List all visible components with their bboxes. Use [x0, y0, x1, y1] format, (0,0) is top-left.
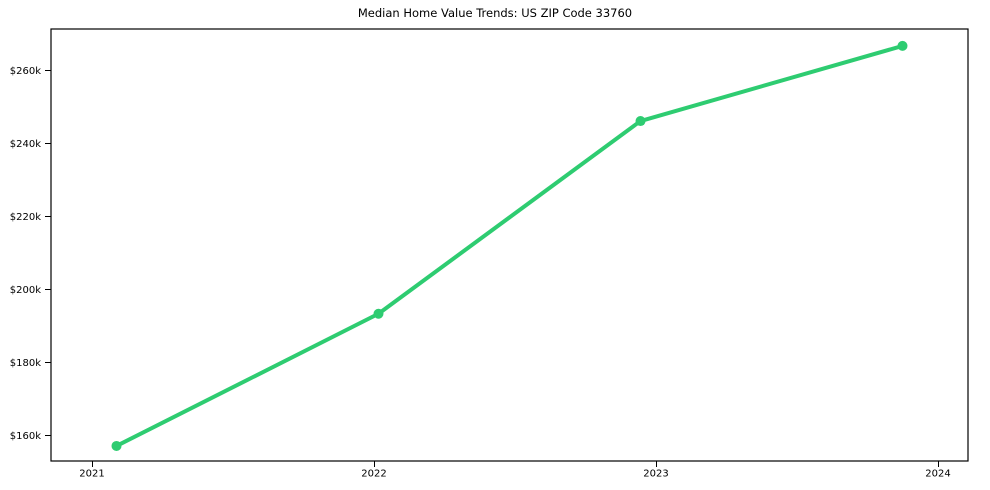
x-axis-ticks — [92, 461, 939, 467]
x-tick-label: 2024 — [925, 468, 950, 479]
data-point-2024 — [897, 40, 908, 51]
data-point-2021 — [111, 440, 122, 451]
x-tick-label: 2022 — [361, 468, 386, 479]
series-markers — [111, 40, 908, 451]
y-tick-label: $240k — [10, 139, 41, 150]
x-axis-tick-labels: 2021 2022 2023 2024 — [79, 468, 950, 479]
axis-spines — [50, 28, 969, 462]
series-line — [114, 43, 905, 448]
y-tick-label: $220k — [10, 212, 41, 223]
y-tick-label: $160k — [10, 431, 41, 442]
y-axis-ticks — [45, 70, 51, 436]
plot-area-background — [51, 29, 968, 461]
data-point-2022 — [373, 308, 384, 319]
data-series-median-home-value — [111, 40, 908, 451]
data-point-2023 — [635, 116, 646, 127]
y-tick-label: $260k — [10, 66, 41, 77]
y-axis-tick-labels: $160k $180k $200k $220k $240k $260k — [10, 66, 41, 442]
chart-title: Median Home Value Trends: US ZIP Code 33… — [357, 6, 633, 20]
y-tick-label: $180k — [10, 358, 41, 369]
x-tick-label: 2023 — [643, 468, 668, 479]
y-tick-label: $200k — [10, 285, 41, 296]
x-tick-label: 2021 — [79, 468, 104, 479]
